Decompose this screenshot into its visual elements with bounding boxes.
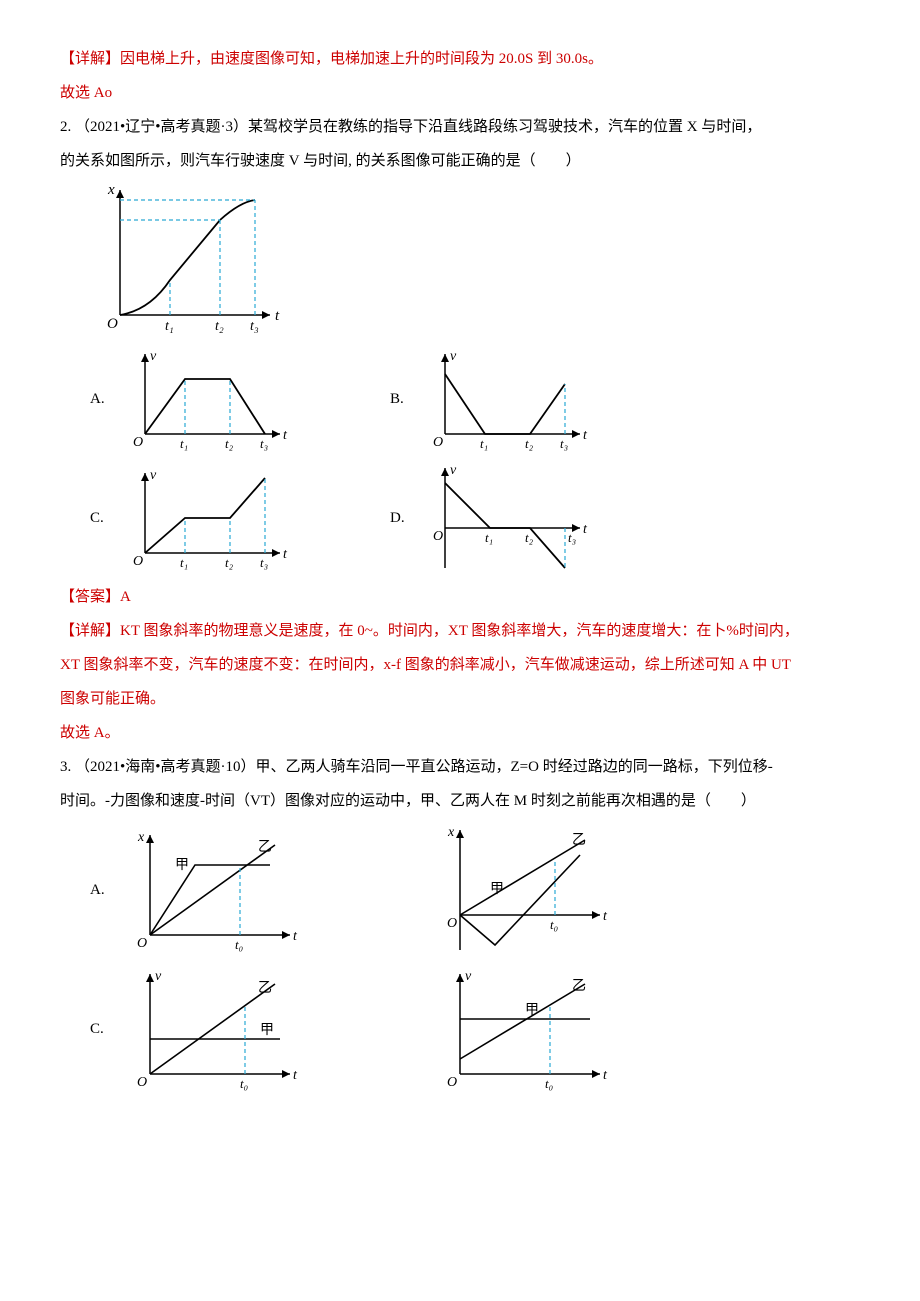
q3-optA-graph: t x O 甲 乙 t₀ (120, 825, 300, 955)
svg-text:t: t (293, 929, 298, 944)
svg-text:O: O (137, 936, 147, 951)
svg-text:O: O (133, 554, 143, 569)
q2-row-ab: A. t v O t₁ t₂ t₃ B. t v O (90, 344, 860, 454)
svg-text:t: t (283, 547, 288, 562)
q2-row-cd: C. t v O t₁ t₂ t₃ D. t v O (90, 458, 860, 578)
svg-text:v: v (450, 463, 457, 478)
detail-label: 【详解】 (60, 51, 120, 67)
q2-optB-label: B. (390, 384, 420, 414)
svg-text:t₁: t₁ (485, 530, 493, 545)
svg-text:t: t (293, 1068, 298, 1083)
q2-optC-label: C. (90, 503, 120, 533)
q3-optC-label: C. (90, 1014, 120, 1044)
svg-text:甲: 甲 (525, 1003, 539, 1018)
svg-text:x: x (107, 182, 115, 198)
q3-line2: 时间。-力图像和速度-时间（VT）图像对应的运动中，甲、乙两人在 M 时刻之前能… (60, 786, 860, 816)
q2-answer: 【答案】A (60, 582, 860, 612)
q2-select: 故选 A。 (60, 718, 860, 748)
detail-label-2: 【详解】 (60, 623, 120, 639)
q3-row-cd: C. t v O 乙 甲 t₀ t v O (90, 964, 860, 1094)
svg-text:t₃: t₃ (260, 436, 268, 451)
q3-text1: 甲、乙两人骑车沿同一平直公路运动，Z=O 时经过路边的同一路标，下列位移- (256, 759, 773, 775)
svg-text:v: v (465, 969, 472, 984)
svg-text:t₃: t₃ (250, 319, 259, 334)
svg-text:甲: 甲 (490, 882, 504, 897)
svg-text:t: t (275, 308, 280, 324)
svg-text:t₂: t₂ (215, 319, 224, 334)
q2-text1: 某驾校学员在教练的指导下沿直线路段练习驾驶技术，汽车的位置 X 与时间， (248, 119, 761, 135)
svg-text:t₀: t₀ (550, 917, 558, 932)
q2-detail-1: 【详解】KT 图象斜率的物理意义是速度，在 0~。时间内，XT 图象斜率增大，汽… (60, 616, 860, 646)
svg-text:t₂: t₂ (525, 530, 534, 545)
svg-text:t₁: t₁ (180, 555, 188, 570)
svg-text:t: t (603, 909, 608, 924)
q2-d1: KT 图象斜率的物理意义是速度，在 0~。时间内，XT 图象斜率增大，汽车的速度… (120, 623, 799, 639)
svg-text:O: O (433, 529, 443, 544)
svg-text:t₂: t₂ (225, 555, 234, 570)
svg-text:t: t (583, 428, 588, 443)
svg-text:t₀: t₀ (235, 937, 243, 952)
svg-text:t: t (583, 522, 588, 537)
answer-label: 【答案】 (60, 589, 120, 605)
svg-text:t₃: t₃ (568, 530, 576, 545)
q2-answer-val: A (120, 589, 131, 605)
svg-text:O: O (137, 1075, 147, 1090)
q2-optA-label: A. (90, 384, 120, 414)
svg-text:乙: 乙 (572, 832, 586, 848)
q2-optB-graph: t v O t₁ t₂ t₃ (420, 344, 590, 454)
svg-text:v: v (155, 969, 162, 984)
q2-optA-graph: t v O t₁ t₂ t₃ (120, 344, 290, 454)
svg-text:O: O (447, 1075, 457, 1090)
svg-text:乙: 乙 (572, 978, 586, 994)
svg-text:x: x (447, 825, 455, 840)
q2-line1: 2. （2021•辽宁•高考真题·3）某驾校学员在教练的指导下沿直线路段练习驾驶… (60, 112, 860, 142)
svg-text:t₁: t₁ (180, 436, 188, 451)
q2-line2: 的关系如图所示，则汽车行驶速度 V 与时间, 的关系图像可能正确的是（ ） (60, 146, 860, 176)
q3-row-ab: A. t x O 甲 乙 t₀ t x O (90, 820, 860, 960)
q3-source: （2021•海南•高考真题·10） (75, 759, 256, 775)
svg-text:O: O (133, 435, 143, 450)
q2-detail-2: XT 图象斜率不变，汽车的速度不变：在时间内，x-f 图象的斜率减小，汽车做减速… (60, 650, 860, 680)
svg-text:t₀: t₀ (545, 1076, 553, 1091)
svg-text:O: O (433, 435, 443, 450)
q2-source: （2021•辽宁•高考真题·3） (75, 119, 248, 135)
q2-main-graph: t x O t₁ t₂ t₃ (90, 180, 860, 340)
q2-optD-graph: t v O t₁ t₂ t₃ (420, 458, 590, 578)
q3-optC-graph: t v O 乙 甲 t₀ (120, 964, 300, 1094)
svg-text:x: x (137, 830, 145, 845)
q3-optA-label: A. (90, 875, 120, 905)
q3-line1: 3. （2021•海南•高考真题·10）甲、乙两人骑车沿同一平直公路运动，Z=O… (60, 752, 860, 782)
q3-optD-graph: t v O 甲 乙 t₀ (430, 964, 610, 1094)
p1-detail-text: 因电梯上升，由速度图像可知，电梯加速上升的时间段为 20.0S 到 30.0s。 (120, 51, 603, 67)
svg-text:v: v (450, 349, 457, 364)
svg-text:甲: 甲 (175, 858, 189, 873)
q2-optD-label: D. (390, 503, 420, 533)
svg-text:t₀: t₀ (240, 1076, 248, 1091)
svg-text:v: v (150, 468, 157, 483)
q2-optC-graph: t v O t₁ t₂ t₃ (120, 463, 290, 573)
svg-text:t₁: t₁ (165, 319, 174, 334)
p1-detail: 【详解】因电梯上升，由速度图像可知，电梯加速上升的时间段为 20.0S 到 30… (60, 44, 860, 74)
svg-text:t₂: t₂ (225, 436, 234, 451)
p1-select: 故选 Ao (60, 78, 860, 108)
q3-num: 3. (60, 759, 71, 775)
svg-text:t₃: t₃ (560, 436, 568, 451)
svg-text:乙: 乙 (258, 839, 272, 855)
svg-text:t: t (283, 428, 288, 443)
q3-optB-graph: t x O 甲 乙 t₀ (430, 820, 610, 960)
xt-graph-svg: t x O t₁ t₂ t₃ (90, 180, 280, 340)
svg-text:t₂: t₂ (525, 436, 534, 451)
svg-text:t: t (603, 1068, 608, 1083)
svg-text:t₁: t₁ (480, 436, 488, 451)
svg-text:O: O (107, 316, 118, 332)
svg-text:t₃: t₃ (260, 555, 268, 570)
q2-num: 2. (60, 119, 71, 135)
svg-text:v: v (150, 349, 157, 364)
svg-text:O: O (447, 916, 457, 931)
svg-text:甲: 甲 (260, 1023, 274, 1038)
svg-text:乙: 乙 (258, 980, 272, 996)
q2-detail-3: 图象可能正确。 (60, 684, 860, 714)
